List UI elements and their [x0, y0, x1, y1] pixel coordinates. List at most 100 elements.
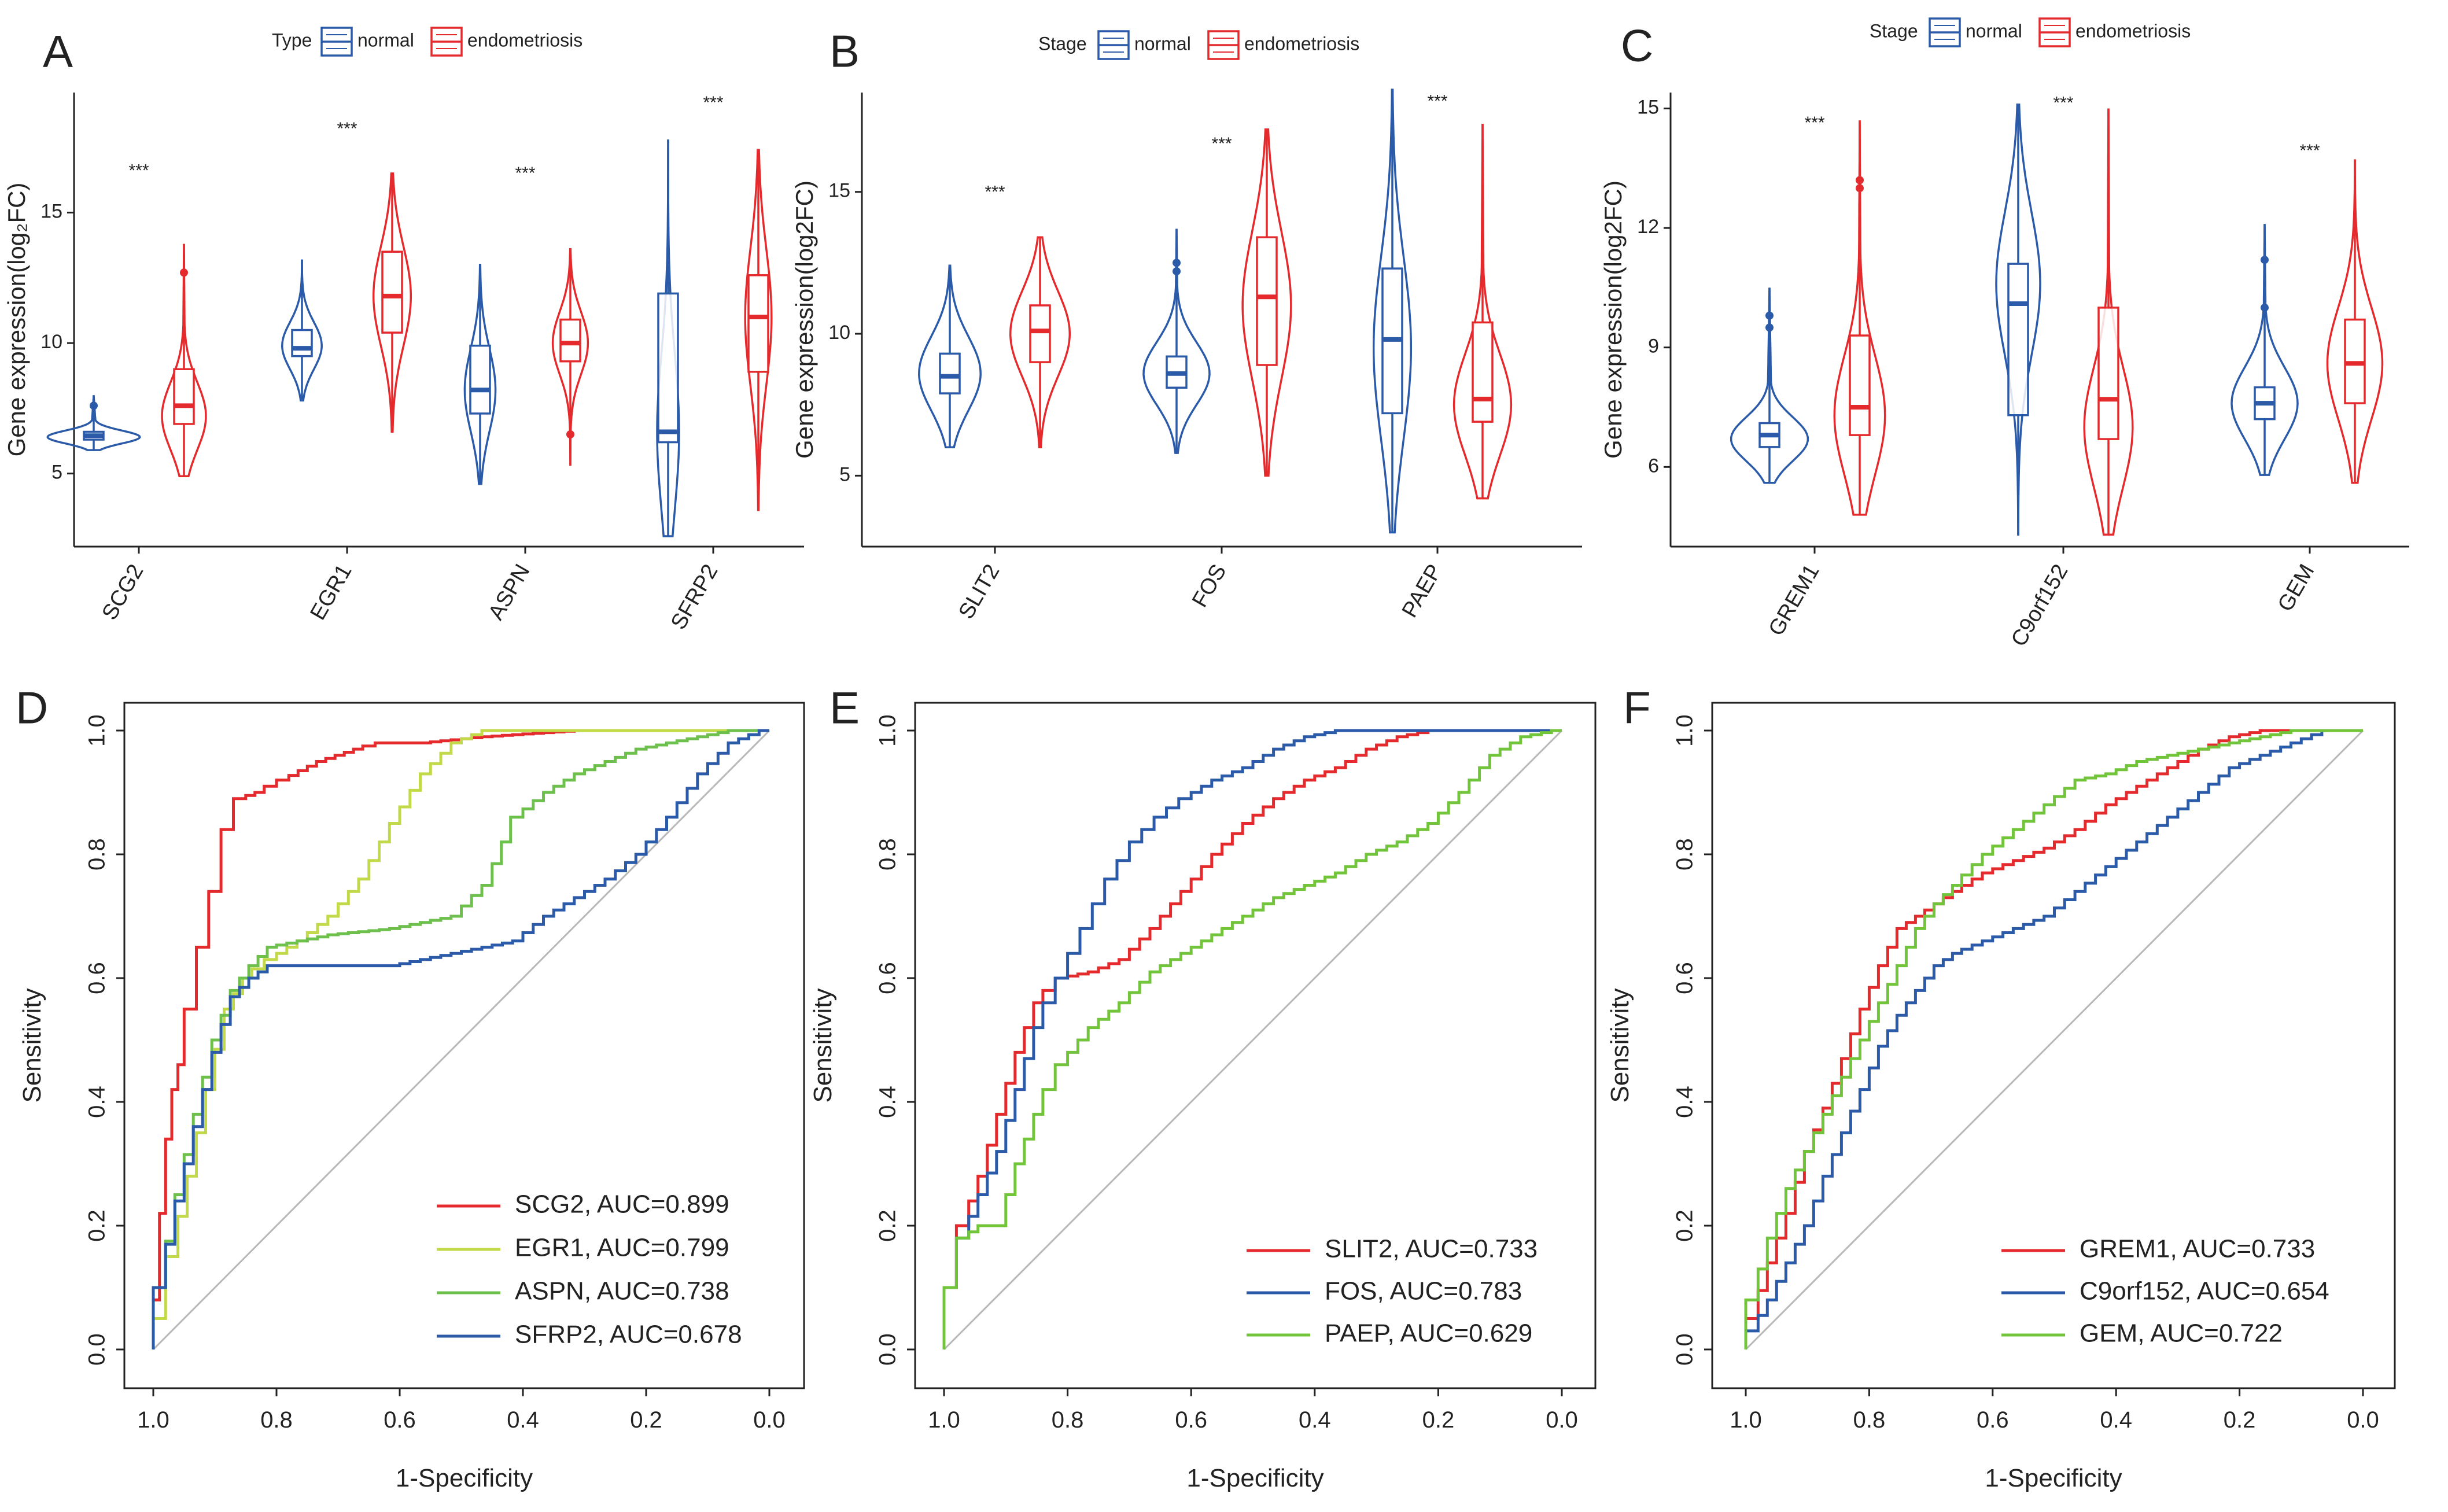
y-tick-label: 0.4: [84, 1086, 110, 1118]
y-tick-label: 0.2: [875, 1209, 901, 1242]
y-tick-label: 9: [1648, 335, 1659, 357]
plot-frame: [123, 702, 805, 1389]
outlier-point: [1173, 267, 1181, 276]
significance-label: ***: [1211, 134, 1232, 153]
legend-label-sfrp2: SFRP2, AUC=0.678: [515, 1321, 742, 1349]
outlier-point: [90, 401, 98, 410]
violin-slit2-endometriosis: [1009, 236, 1071, 449]
box-c9orf152-normal: [2007, 263, 2029, 416]
x-tick-label: 0.8: [260, 1407, 293, 1433]
y-axis-label: Gene expression(log2FC): [791, 180, 818, 459]
outlier-point: [2261, 256, 2269, 264]
roc-curve-fos: [942, 729, 1562, 1349]
significance-label: ***: [1804, 113, 1824, 132]
x-axis-label: 1-Specificity: [1186, 1464, 1323, 1492]
x-tick-label: 0.6: [1977, 1407, 2009, 1433]
x-tick-label: 0.4: [1299, 1407, 1331, 1433]
y-tick-label: 0.8: [1672, 838, 1698, 871]
box-slit2-endometriosis: [1029, 304, 1051, 363]
y-tick-label: 5: [839, 463, 850, 485]
x-tick-label: 1.0: [137, 1407, 169, 1433]
panel-f: F 1.0 0.8 0.6 0.4 0.2 0.0 0.0 0.2 0.4 0.6 0.8 1.0 1-S…: [1606, 683, 2396, 1492]
roc-curve-paep: [942, 729, 1562, 1349]
x-tick-label: 0.6: [384, 1407, 416, 1433]
box-sfrp2-endometriosis: [747, 274, 769, 373]
legend-label-normal: normal: [1966, 20, 2022, 41]
panel-e: E 1.0 0.8 0.6 0.4 0.2 0.0 0.0 0.2 0.4 0.6 0.8 1.0 1-S…: [809, 683, 1597, 1492]
significance-label: ***: [1427, 92, 1447, 111]
outlier-point: [2261, 303, 2269, 312]
legend-label-endometriosis: endometriosis: [467, 29, 582, 50]
y-tick-label: 0.6: [1672, 962, 1698, 994]
box-slit2-normal: [939, 352, 961, 394]
legend-title: Stage: [1870, 20, 1918, 41]
category-label-paep: PAEP: [1398, 560, 1447, 622]
y-axis-label: Sensitivity: [18, 988, 46, 1102]
y-tick-label: 0.8: [875, 838, 901, 871]
violin-fos-endometriosis: [1241, 128, 1292, 477]
outlier-point: [1765, 323, 1774, 332]
y-axis-label: Gene expression(log₂FC): [3, 183, 30, 457]
significance-label: ***: [337, 119, 357, 138]
y-tick-label: 0.6: [875, 962, 901, 994]
x-tick-label: 1.0: [928, 1407, 960, 1433]
y-tick-label: 0.6: [84, 962, 110, 994]
legend-label-scg2: SCG2, AUC=0.899: [515, 1190, 729, 1219]
legend-label-gem: GEM, AUC=0.722: [2080, 1319, 2283, 1348]
outlier-point: [1765, 311, 1774, 320]
category-label-fos: FOS: [1188, 560, 1231, 612]
y-tick-label: 12: [1637, 216, 1659, 238]
y-tick-label: 10: [828, 322, 850, 344]
x-tick-label: 0.0: [1546, 1407, 1578, 1433]
box-egr1-normal: [291, 329, 313, 357]
category-label-aspn: ASPN: [484, 560, 534, 625]
category-label-c9orf152: C9orf152: [2007, 560, 2073, 651]
box-paep-endometriosis: [1472, 321, 1494, 423]
roc-curve-grem1: [1744, 729, 2363, 1349]
panel-letter: A: [43, 26, 73, 77]
plot-frame: [914, 702, 1597, 1389]
box-scg2-endometriosis: [173, 368, 195, 425]
significance-label: ***: [985, 183, 1005, 202]
panel-letter: D: [16, 683, 48, 733]
roc-curve-sfrp2: [152, 729, 769, 1349]
y-tick-label: 15: [40, 201, 62, 223]
outlier-point: [566, 430, 574, 439]
roc-curve-egr1: [152, 729, 769, 1349]
y-tick-label: 1.0: [1672, 714, 1698, 747]
y-tick-label: 0.4: [875, 1086, 901, 1118]
x-axis-label: 1-Specificity: [396, 1464, 533, 1492]
x-tick-label: 0.6: [1175, 1407, 1207, 1433]
x-tick-label: 0.2: [630, 1407, 662, 1433]
x-axis-label: 1-Specificity: [1985, 1464, 2122, 1492]
x-tick-label: 0.4: [2100, 1407, 2132, 1433]
legend-label-c9orf152: C9orf152, AUC=0.654: [2080, 1277, 2329, 1306]
reference-diagonal: [943, 729, 1563, 1351]
y-tick-label: 1.0: [875, 714, 901, 747]
y-tick-label: 0.0: [1672, 1333, 1698, 1366]
category-label-sfrp2: SFRP2: [666, 560, 723, 634]
outlier-point: [1173, 259, 1181, 267]
legend-label-endometriosis: endometriosis: [1244, 33, 1359, 54]
significance-label: ***: [2053, 94, 2073, 113]
box-sfrp2-normal: [657, 292, 679, 444]
x-tick-label: 0.2: [2224, 1407, 2256, 1433]
y-tick-label: 0.2: [1672, 1209, 1698, 1242]
y-tick-label: 1.0: [84, 714, 110, 747]
x-tick-label: 0.8: [1052, 1407, 1084, 1433]
category-label-slit2: SLIT2: [954, 560, 1004, 624]
category-label-gem: GEM: [2273, 560, 2320, 616]
y-tick-label: 15: [828, 180, 850, 202]
reference-diagonal: [152, 729, 770, 1351]
legend-title: Stage: [1038, 33, 1087, 54]
significance-label: ***: [128, 161, 149, 180]
legend-label-normal: normal: [357, 29, 414, 50]
y-tick-label: 0.8: [84, 838, 110, 871]
box-aspn-endometriosis: [559, 318, 581, 363]
legend-label-endometriosis: endometriosis: [2075, 20, 2191, 41]
panel-letter: C: [1621, 20, 1653, 71]
x-tick-label: 1.0: [1730, 1407, 1762, 1433]
y-axis-label: Sensitivity: [1606, 988, 1634, 1102]
roc-curve-aspn: [152, 729, 769, 1349]
x-tick-label: 0.0: [753, 1407, 786, 1433]
